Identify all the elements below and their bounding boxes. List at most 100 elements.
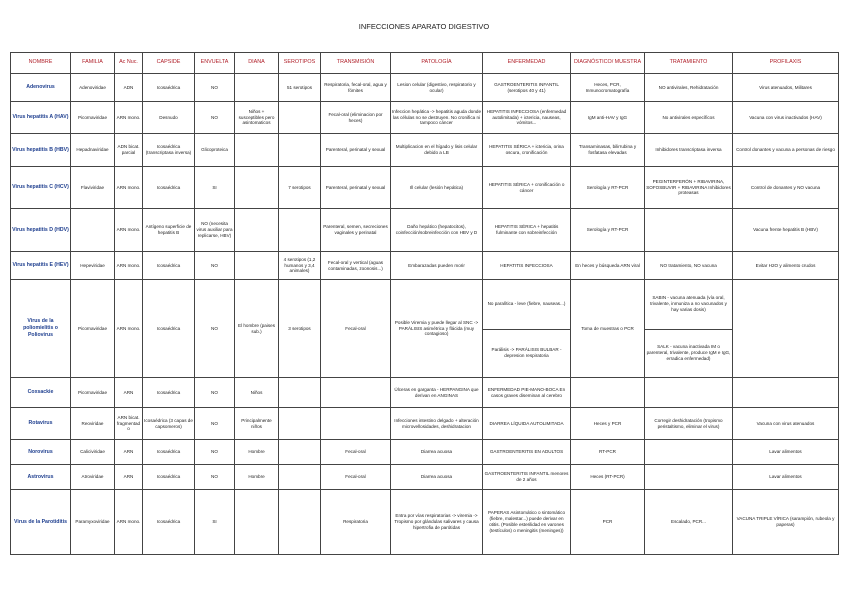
table-cell: IgM anti-HAV y IgG [570, 101, 645, 134]
column-header: DIAGNÓSTICO/ MUESTRA [570, 52, 645, 74]
table-cell: Fecal-oral (eliminacion por heces) [320, 101, 391, 134]
table-cell: Lesion celular (digestivo, respiratorio … [390, 73, 483, 102]
table-cell: 51 serotipos [278, 73, 321, 102]
table-cell: Serología y RT-PCR [570, 208, 645, 252]
table-cell [234, 208, 279, 252]
table-cell: Niños [234, 377, 279, 408]
table-cell: Icosaédrica [142, 251, 195, 280]
table-row: Virus hepatitis A (HAV) Picornaviridae ARN… [10, 101, 839, 134]
table-cell: DIARREA LÍQUIDA AUTOLIMITADA [482, 407, 571, 440]
table-cell: Toma de muestras o PCR [570, 279, 645, 378]
table-cell: Vacuna con virus inactivados (HAV) [732, 101, 839, 134]
table-cell: NO [194, 73, 235, 102]
column-header: FAMILIA [70, 52, 115, 74]
table-cell: NO [194, 439, 235, 465]
table-cell: Parenteral, perinatal y sexual [320, 133, 391, 167]
table-row: Coxsackie Picornaviridae ARN Icosaédrica NO N… [10, 377, 839, 408]
virus-name: Virus de la poliomielitis o Poliovirus [10, 279, 71, 378]
table-cell: 3 serotipos [278, 279, 321, 378]
virus-table: NOMBRE FAMILIA Ac Nuc. CAPSIDE ENVUELTA DIANA… [10, 52, 839, 555]
table-cell: Parenteral, semen, secreciones vaginales… [320, 208, 391, 252]
table-cell: Entra por vías respiratorias -> viremia … [390, 489, 483, 555]
table-cell [278, 407, 321, 440]
column-header: TRANSMISIÓN [320, 52, 391, 74]
table-cell: Virus atenuados, Militares [732, 73, 839, 102]
table-row: Virus hepatitis C (HCV) Flaviviridae ARN m… [10, 166, 839, 209]
table-cell: NO (necesita virus auxiliar para replica… [194, 208, 235, 252]
table-cell: Evitar H2O y alimento crudos [732, 251, 839, 280]
table-cell: Icosaédrica (3 capas de capsomeros) [142, 407, 195, 440]
table-cell: Parenteral, perinatal y sexual [320, 166, 391, 209]
table-cell: Icosaédrica [142, 439, 195, 465]
table-cell [732, 377, 839, 408]
virus-name: Virus hepatitis A (HAV) [10, 101, 71, 134]
table-cell [278, 133, 321, 167]
table-cell: Respiratoria [320, 489, 391, 555]
table-cell [644, 464, 733, 490]
table-row: Norovirus Caliciviridae ARN Icosaédrica NO Ho… [10, 439, 839, 465]
page-title: INFECCIONES APARATO DIGESTIVO [358, 22, 490, 31]
table-cell: ARN mono. [114, 279, 143, 378]
table-row: Rotavirus Reoviridae ARN bicat. fragmentad… [10, 407, 839, 440]
table-cell: Reoviridae [70, 407, 115, 440]
table-cell: Fecal-oral y vertical (aguas contaminada… [320, 251, 391, 280]
table-cell [278, 208, 321, 252]
table-cell: Hombre [234, 439, 279, 465]
table-cell: NO antivirales, Rehidratación [644, 73, 733, 102]
table-cell: Serología y RT-PCR [570, 166, 645, 209]
table-cell: Infecciones intestino delgado + alteraci… [390, 407, 483, 440]
table-cell: Fecal-oral [320, 279, 391, 378]
table-cell: NO [194, 407, 235, 440]
table-cell [732, 279, 839, 378]
table-cell: HEPATITIS INFECCIOSA [482, 251, 571, 280]
table-cell: ARN bicat. fragmentado [114, 407, 143, 440]
table-cell: ARN [114, 439, 143, 465]
table-cell [278, 439, 321, 465]
table-cell: Icosaédrica [142, 464, 195, 490]
cell-part: No paralítica - leve (fiebre, nauseas...… [487, 301, 566, 307]
table-cell: Corregir deshidratación (tropismo perist… [644, 407, 733, 440]
table-cell [644, 377, 733, 408]
table-cell: ARN mono. [114, 208, 143, 252]
table-cell: SI [194, 489, 235, 555]
table-row: Virus de la Parotiditis Paramyxoviridae AR… [10, 489, 839, 555]
table-cell [234, 489, 279, 555]
table-cell: ARN mono. [114, 101, 143, 134]
table-cell: NO [194, 279, 235, 378]
table-cell: Diarrea acuosa [390, 439, 483, 465]
table-cell: Escalado, PCR... [644, 489, 733, 555]
table-cell: Icosaédrica [142, 489, 195, 555]
cell-part: SABIN - vacuna atenuada (vía oral, triva… [650, 295, 727, 313]
table-cell: Vacuna con virus atenuados [732, 407, 839, 440]
table-cell: Control donantes y vacuna a personas de … [732, 133, 839, 167]
table-cell: 7 serotipos [278, 166, 321, 209]
cell-part: Parálisis -> PARÁLISIS BULBAR - depresio… [483, 328, 570, 377]
table-cell [278, 464, 321, 490]
table-cell: Heces, PCR, Inmunocromatografía [570, 73, 645, 102]
table-cell: Hepadnaviridae [70, 133, 115, 167]
table-cell: ADN bicat. parcial [114, 133, 143, 167]
table-cell: Respiratoria, fecal-oral, agua y fómites [320, 73, 391, 102]
table-cell: Transaminasas, bilirrubina y fosfatasa e… [570, 133, 645, 167]
table-cell: En heces y búsqueda ARN viral [570, 251, 645, 280]
table-cell: Inhibidores transcriptasa inversa [644, 133, 733, 167]
table-cell [320, 377, 391, 408]
column-header: ENFERMEDAD [482, 52, 571, 74]
table-cell: NO [194, 251, 235, 280]
column-header: CAPSIDE [142, 52, 195, 74]
table-cell: Úlceras en garganta - HERPANGINA que der… [390, 377, 483, 408]
table-cell: Icosaédrica [142, 166, 195, 209]
table-cell: Antígeno superficie de hepatitis B [142, 208, 195, 252]
table-cell [70, 208, 115, 252]
table-row: Virus hepatitis B (HBV) Hepadnaviridae ADN… [10, 133, 839, 167]
virus-name: Coxsackie [10, 377, 71, 408]
table-cell: Atroviridae [70, 464, 115, 490]
table-cell: Lavar alimentos [732, 464, 839, 490]
table-cell: Embarazadas pueden morir [390, 251, 483, 280]
table-cell: Multiplicacion en el hígado y lisis celu… [390, 133, 483, 167]
table-cell [320, 407, 391, 440]
column-header: ENVUELTA [194, 52, 235, 74]
table-cell: Heces y PCR [570, 407, 645, 440]
table-cell: ENFERMEDAD PIE-MANO-BOCA En casos graves… [482, 377, 571, 408]
